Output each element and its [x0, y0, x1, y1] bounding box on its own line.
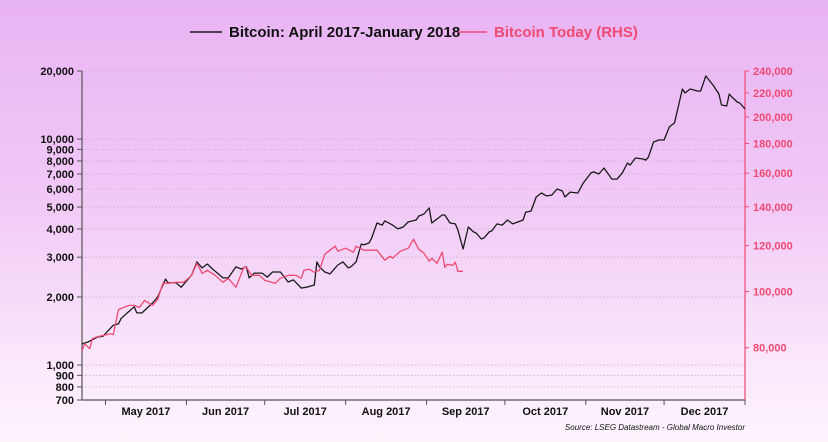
x-tick-label: Aug 2017 — [362, 406, 411, 418]
series-line-bitcoin-2017 — [81, 75, 746, 345]
x-tick-label: Sep 2017 — [442, 406, 490, 418]
left-tick-label: 9,000 — [46, 144, 74, 156]
x-tick-label: Dec 2017 — [681, 406, 729, 418]
left-tick-label: 2,000 — [46, 292, 74, 304]
right-tick-label: 80,000 — [753, 343, 787, 355]
x-tick-label: Oct 2017 — [522, 406, 568, 418]
legend-label-bitcoin-today: Bitcoin Today (RHS) — [494, 24, 638, 41]
left-tick-label: 1,000 — [46, 360, 74, 372]
x-tick-label: Jun 2017 — [202, 406, 249, 418]
left-tick-label: 900 — [56, 370, 74, 382]
series-line-bitcoin-today — [81, 238, 464, 352]
left-tick-label: 7,000 — [46, 169, 74, 181]
left-tick-label: 3,000 — [46, 252, 74, 264]
gridlines — [82, 70, 745, 388]
left-tick-label: 6,000 — [46, 184, 74, 196]
right-tick-label: 220,000 — [753, 88, 793, 100]
left-tick-label: 700 — [56, 395, 74, 407]
right-tick-label: 100,000 — [753, 287, 793, 299]
x-tick-label: Nov 2017 — [601, 406, 649, 418]
legend-label-bitcoin-2017: Bitcoin: April 2017-January 2018 — [229, 24, 460, 41]
left-tick-label: 8,000 — [46, 156, 74, 168]
right-tick-label: 240,000 — [753, 66, 793, 78]
x-tick-label: May 2017 — [121, 406, 170, 418]
right-tick-label: 180,000 — [753, 138, 793, 150]
right-tick-label: 140,000 — [753, 202, 793, 214]
x-tick-label: Jul 2017 — [283, 406, 326, 418]
left-tick-label: 10,000 — [40, 134, 74, 146]
left-tick-label: 800 — [56, 382, 74, 394]
right-tick-label: 200,000 — [753, 112, 793, 124]
source-note: Source: LSEG Datastream - Global Macro I… — [565, 423, 745, 432]
right-tick-label: 120,000 — [753, 241, 793, 253]
left-tick-label: 20,000 — [40, 66, 74, 78]
series-lines — [81, 75, 746, 352]
left-tick-label: 5,000 — [46, 202, 74, 214]
right-tick-label: 160,000 — [753, 168, 793, 180]
legend: Bitcoin: April 2017-January 2018 Bitcoin… — [190, 24, 638, 41]
left-tick-label: 4,000 — [46, 224, 74, 236]
